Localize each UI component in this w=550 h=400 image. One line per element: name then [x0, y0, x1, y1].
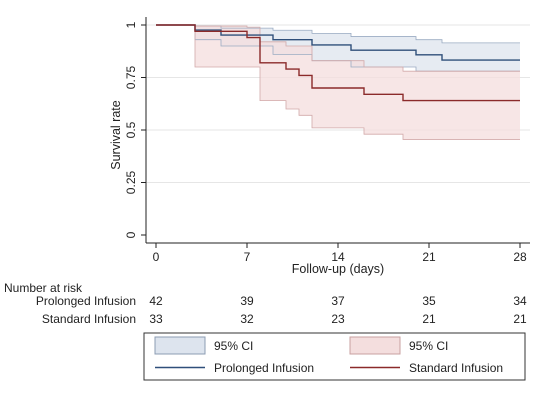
- ci-edge-standard-infusion: [156, 24, 520, 72]
- x-tick-label: 0: [153, 250, 160, 264]
- ci-edge-standard-infusion: [156, 24, 520, 140]
- x-tick-label: 21: [422, 250, 436, 264]
- x-tick-label: 7: [244, 250, 251, 264]
- legend-label: 95% CI: [214, 339, 253, 353]
- y-tick-label: 0.5: [124, 121, 138, 138]
- survival-line-prolonged-infusion: [156, 24, 520, 61]
- legend-swatch-ci: [349, 336, 401, 355]
- legend-label: Prolonged Infusion: [214, 361, 314, 375]
- legend-label: Standard Infusion: [409, 361, 503, 375]
- y-axis-title: Survival rate: [109, 100, 123, 170]
- risk-count: 35: [422, 294, 436, 308]
- legend: 95% CI 95% CI Prolonged Infusion Standard I…: [143, 332, 526, 381]
- x-ticks: 0 7 14 21 28: [153, 243, 527, 264]
- y-tick-label: 0.25: [124, 170, 138, 194]
- risk-table: Number at risk Prolonged Infusion 42 39 37 3…: [4, 281, 527, 326]
- y-tick-label: 0.75: [124, 65, 138, 89]
- risk-count: 37: [331, 294, 345, 308]
- y-tick-label: 1: [124, 21, 138, 28]
- y-ticks: 0 0.25 0.5 0.75 1: [124, 21, 146, 238]
- risk-count: 34: [513, 294, 527, 308]
- legend-swatch-ci: [154, 336, 206, 355]
- legend-label: 95% CI: [409, 339, 448, 353]
- risk-table-title: Number at risk: [4, 281, 83, 295]
- survival-lines: [156, 24, 520, 102]
- x-axis-title: Follow-up (days): [292, 262, 384, 276]
- risk-count: 32: [240, 312, 254, 326]
- x-tick-label: 28: [513, 250, 527, 264]
- risk-count: 39: [240, 294, 254, 308]
- risk-count: 42: [149, 294, 163, 308]
- risk-count: 33: [149, 312, 163, 326]
- x-tick-label: 14: [331, 250, 345, 264]
- risk-row-label: Prolonged Infusion: [36, 294, 136, 308]
- y-tick-label: 0: [124, 231, 138, 238]
- survival-line-standard-infusion: [156, 24, 520, 102]
- ci-band-standard-infusion: [156, 25, 520, 140]
- risk-count: 21: [422, 312, 436, 326]
- risk-row-label: Standard Infusion: [42, 312, 136, 326]
- risk-count: 23: [331, 312, 345, 326]
- ci-edge-prolonged-infusion: [156, 24, 520, 72]
- risk-count: 21: [513, 312, 527, 326]
- legend-frame: [143, 332, 526, 381]
